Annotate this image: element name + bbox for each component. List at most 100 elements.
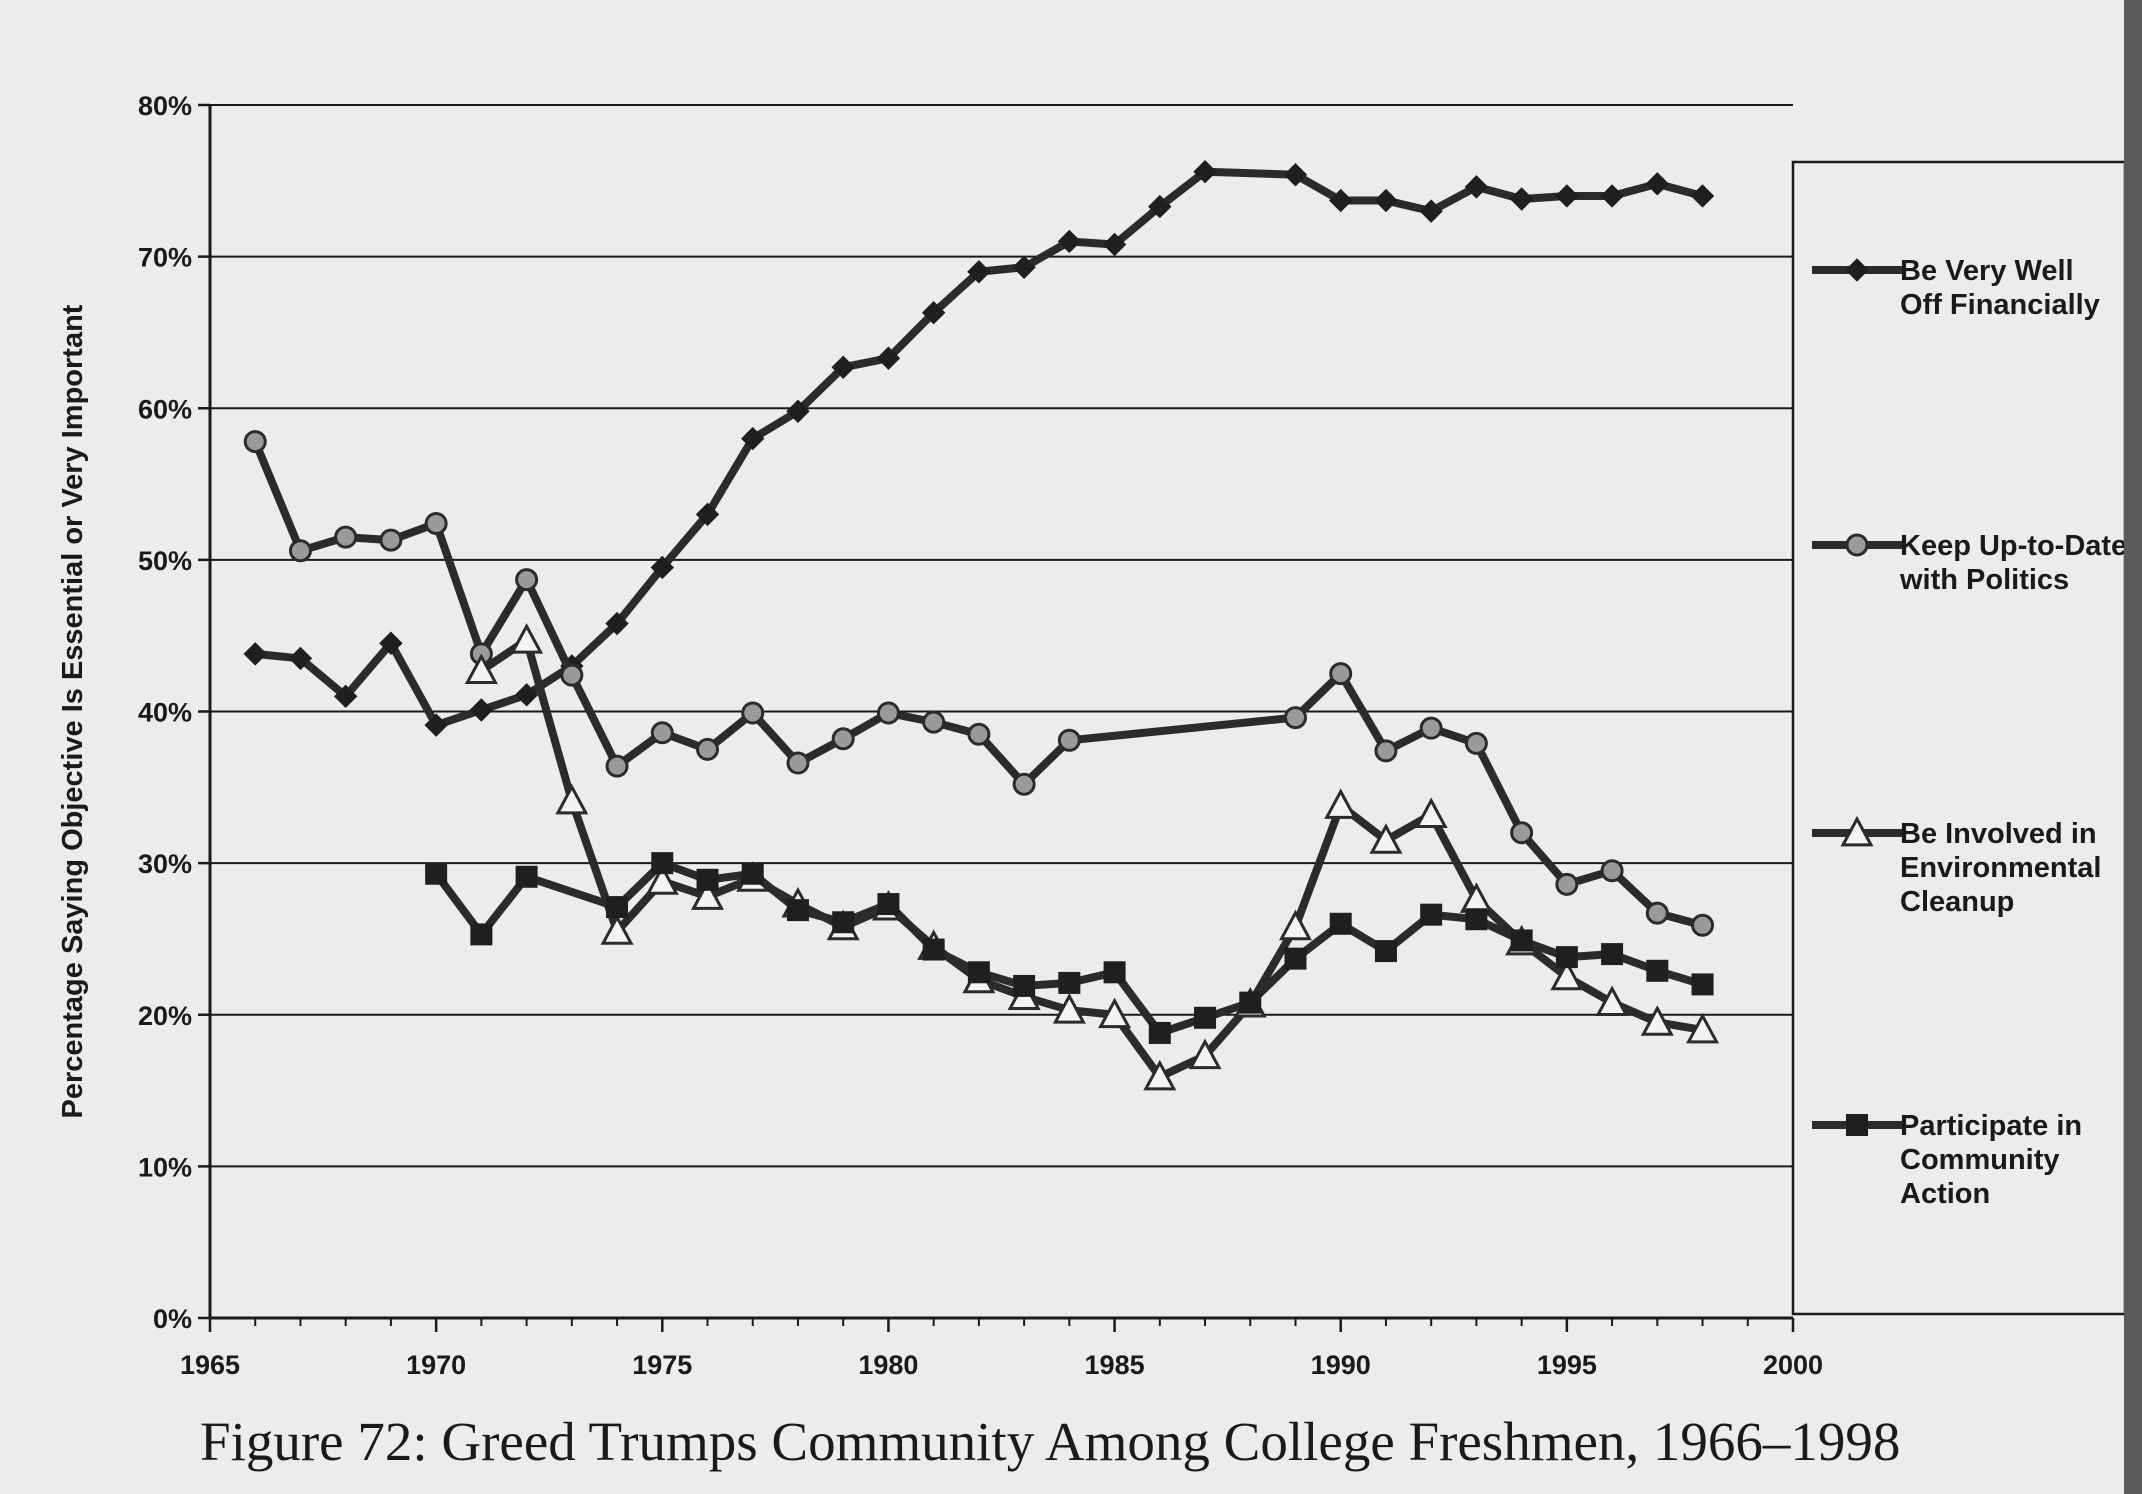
square-point	[515, 865, 538, 888]
diamond-point	[1193, 160, 1217, 184]
triangle-point	[1098, 997, 1132, 1029]
circle-point	[1057, 728, 1081, 752]
triangle-point	[1550, 959, 1584, 991]
square-point	[1420, 903, 1443, 926]
circle-point	[1283, 706, 1307, 730]
diamond-point	[1690, 184, 1715, 208]
circle-point	[1464, 731, 1488, 755]
circle-point	[922, 710, 946, 734]
square-point	[1148, 1021, 1171, 1044]
triangle-point	[690, 879, 725, 910]
legend-label: with Politics	[1899, 564, 2069, 596]
triangle-point	[1188, 1038, 1222, 1070]
square-point	[1284, 947, 1307, 970]
diamond-point	[695, 502, 720, 527]
circle-point	[786, 751, 810, 775]
series-line	[477, 636, 1707, 1081]
y-tick-label: 30%	[138, 849, 192, 879]
circle-point	[605, 754, 629, 778]
x-tick-label: 2000	[1763, 1350, 1823, 1380]
diamond-point	[333, 684, 358, 709]
legend-label: Cleanup	[1900, 886, 2014, 918]
x-tick-label: 1995	[1537, 1350, 1597, 1380]
diamond-point	[605, 611, 629, 636]
square-point	[1329, 912, 1352, 935]
y-tick-label: 0%	[153, 1304, 192, 1334]
square-point	[877, 893, 900, 916]
circle-point	[1600, 859, 1624, 883]
legend-label: Environmental	[1900, 852, 2101, 884]
y-axis-label: Percentage Saying Objective Is Essential…	[57, 304, 89, 1118]
circle-point	[831, 727, 855, 751]
legend-square-marker	[1846, 1114, 1868, 1136]
circle-point	[243, 430, 267, 454]
diamond-point	[1600, 184, 1624, 208]
y-tick-label: 80%	[138, 91, 192, 121]
y-tick-label: 20%	[138, 1001, 192, 1031]
legend-label: Be Involved in	[1900, 818, 2097, 850]
square-point	[786, 899, 809, 922]
triangle-point	[1414, 797, 1448, 829]
square-point	[1374, 940, 1397, 963]
square-point	[1013, 974, 1036, 997]
triangle-point	[1143, 1059, 1177, 1091]
series-be-very-well-off-financially	[243, 160, 1715, 737]
diamond-point	[786, 399, 810, 423]
series-participate-in-community-action	[425, 852, 1714, 1044]
circle-point	[1329, 662, 1353, 686]
legend-label: Off Financially	[1900, 289, 2100, 321]
diamond-point	[831, 355, 855, 380]
x-tick-label: 1985	[1085, 1350, 1145, 1380]
triangle-point	[510, 623, 544, 654]
triangle-point	[464, 653, 498, 684]
triangle-point	[1640, 1005, 1674, 1036]
square-point	[1194, 1006, 1217, 1029]
x-tick-label: 1965	[180, 1350, 240, 1380]
diamond-point	[514, 683, 539, 707]
circle-point	[876, 701, 900, 725]
square-point	[606, 896, 629, 919]
triangle-point	[1052, 993, 1086, 1024]
y-tick-label: 10%	[138, 1152, 192, 1182]
y-tick-label: 60%	[138, 394, 192, 424]
circle-point	[1419, 716, 1443, 740]
triangle-point	[600, 914, 634, 945]
circle-point	[560, 663, 584, 687]
y-tick-label: 40%	[138, 698, 192, 728]
circle-point	[1645, 901, 1669, 925]
diamond-point	[379, 631, 403, 655]
x-tick-label: 1975	[632, 1350, 692, 1380]
diamond-point	[1102, 232, 1127, 257]
square-point	[1646, 959, 1669, 982]
circle-point	[379, 528, 403, 552]
diamond-point	[967, 260, 991, 284]
diamond-point	[243, 642, 267, 666]
diamond-point	[1555, 184, 1579, 208]
diamond-point	[741, 426, 765, 451]
square-point	[741, 862, 764, 885]
circle-point	[967, 722, 991, 746]
y-tick-label: 50%	[138, 546, 192, 576]
triangle-point	[1595, 985, 1629, 1017]
y-tick-label: 70%	[138, 243, 192, 273]
circle-point	[288, 539, 312, 563]
triangle-point	[1686, 1012, 1720, 1044]
legend-label: Keep Up-to-Date	[1900, 530, 2127, 562]
square-point	[1465, 908, 1488, 931]
diamond-point	[1057, 229, 1082, 254]
diamond-point	[1329, 188, 1353, 213]
diamond-point	[1419, 199, 1443, 223]
square-point	[1058, 971, 1081, 994]
series-line	[432, 859, 1707, 1037]
square-point	[696, 868, 719, 891]
square-point	[967, 961, 990, 984]
circle-point	[515, 568, 539, 592]
diamond-point	[1374, 188, 1398, 213]
figure-caption: Figure 72: Greed Trumps Community Among …	[200, 1411, 1901, 1472]
diamond-point	[1012, 255, 1036, 279]
x-tick-label: 1970	[406, 1350, 466, 1380]
legend-triangle-marker	[1840, 815, 1874, 847]
